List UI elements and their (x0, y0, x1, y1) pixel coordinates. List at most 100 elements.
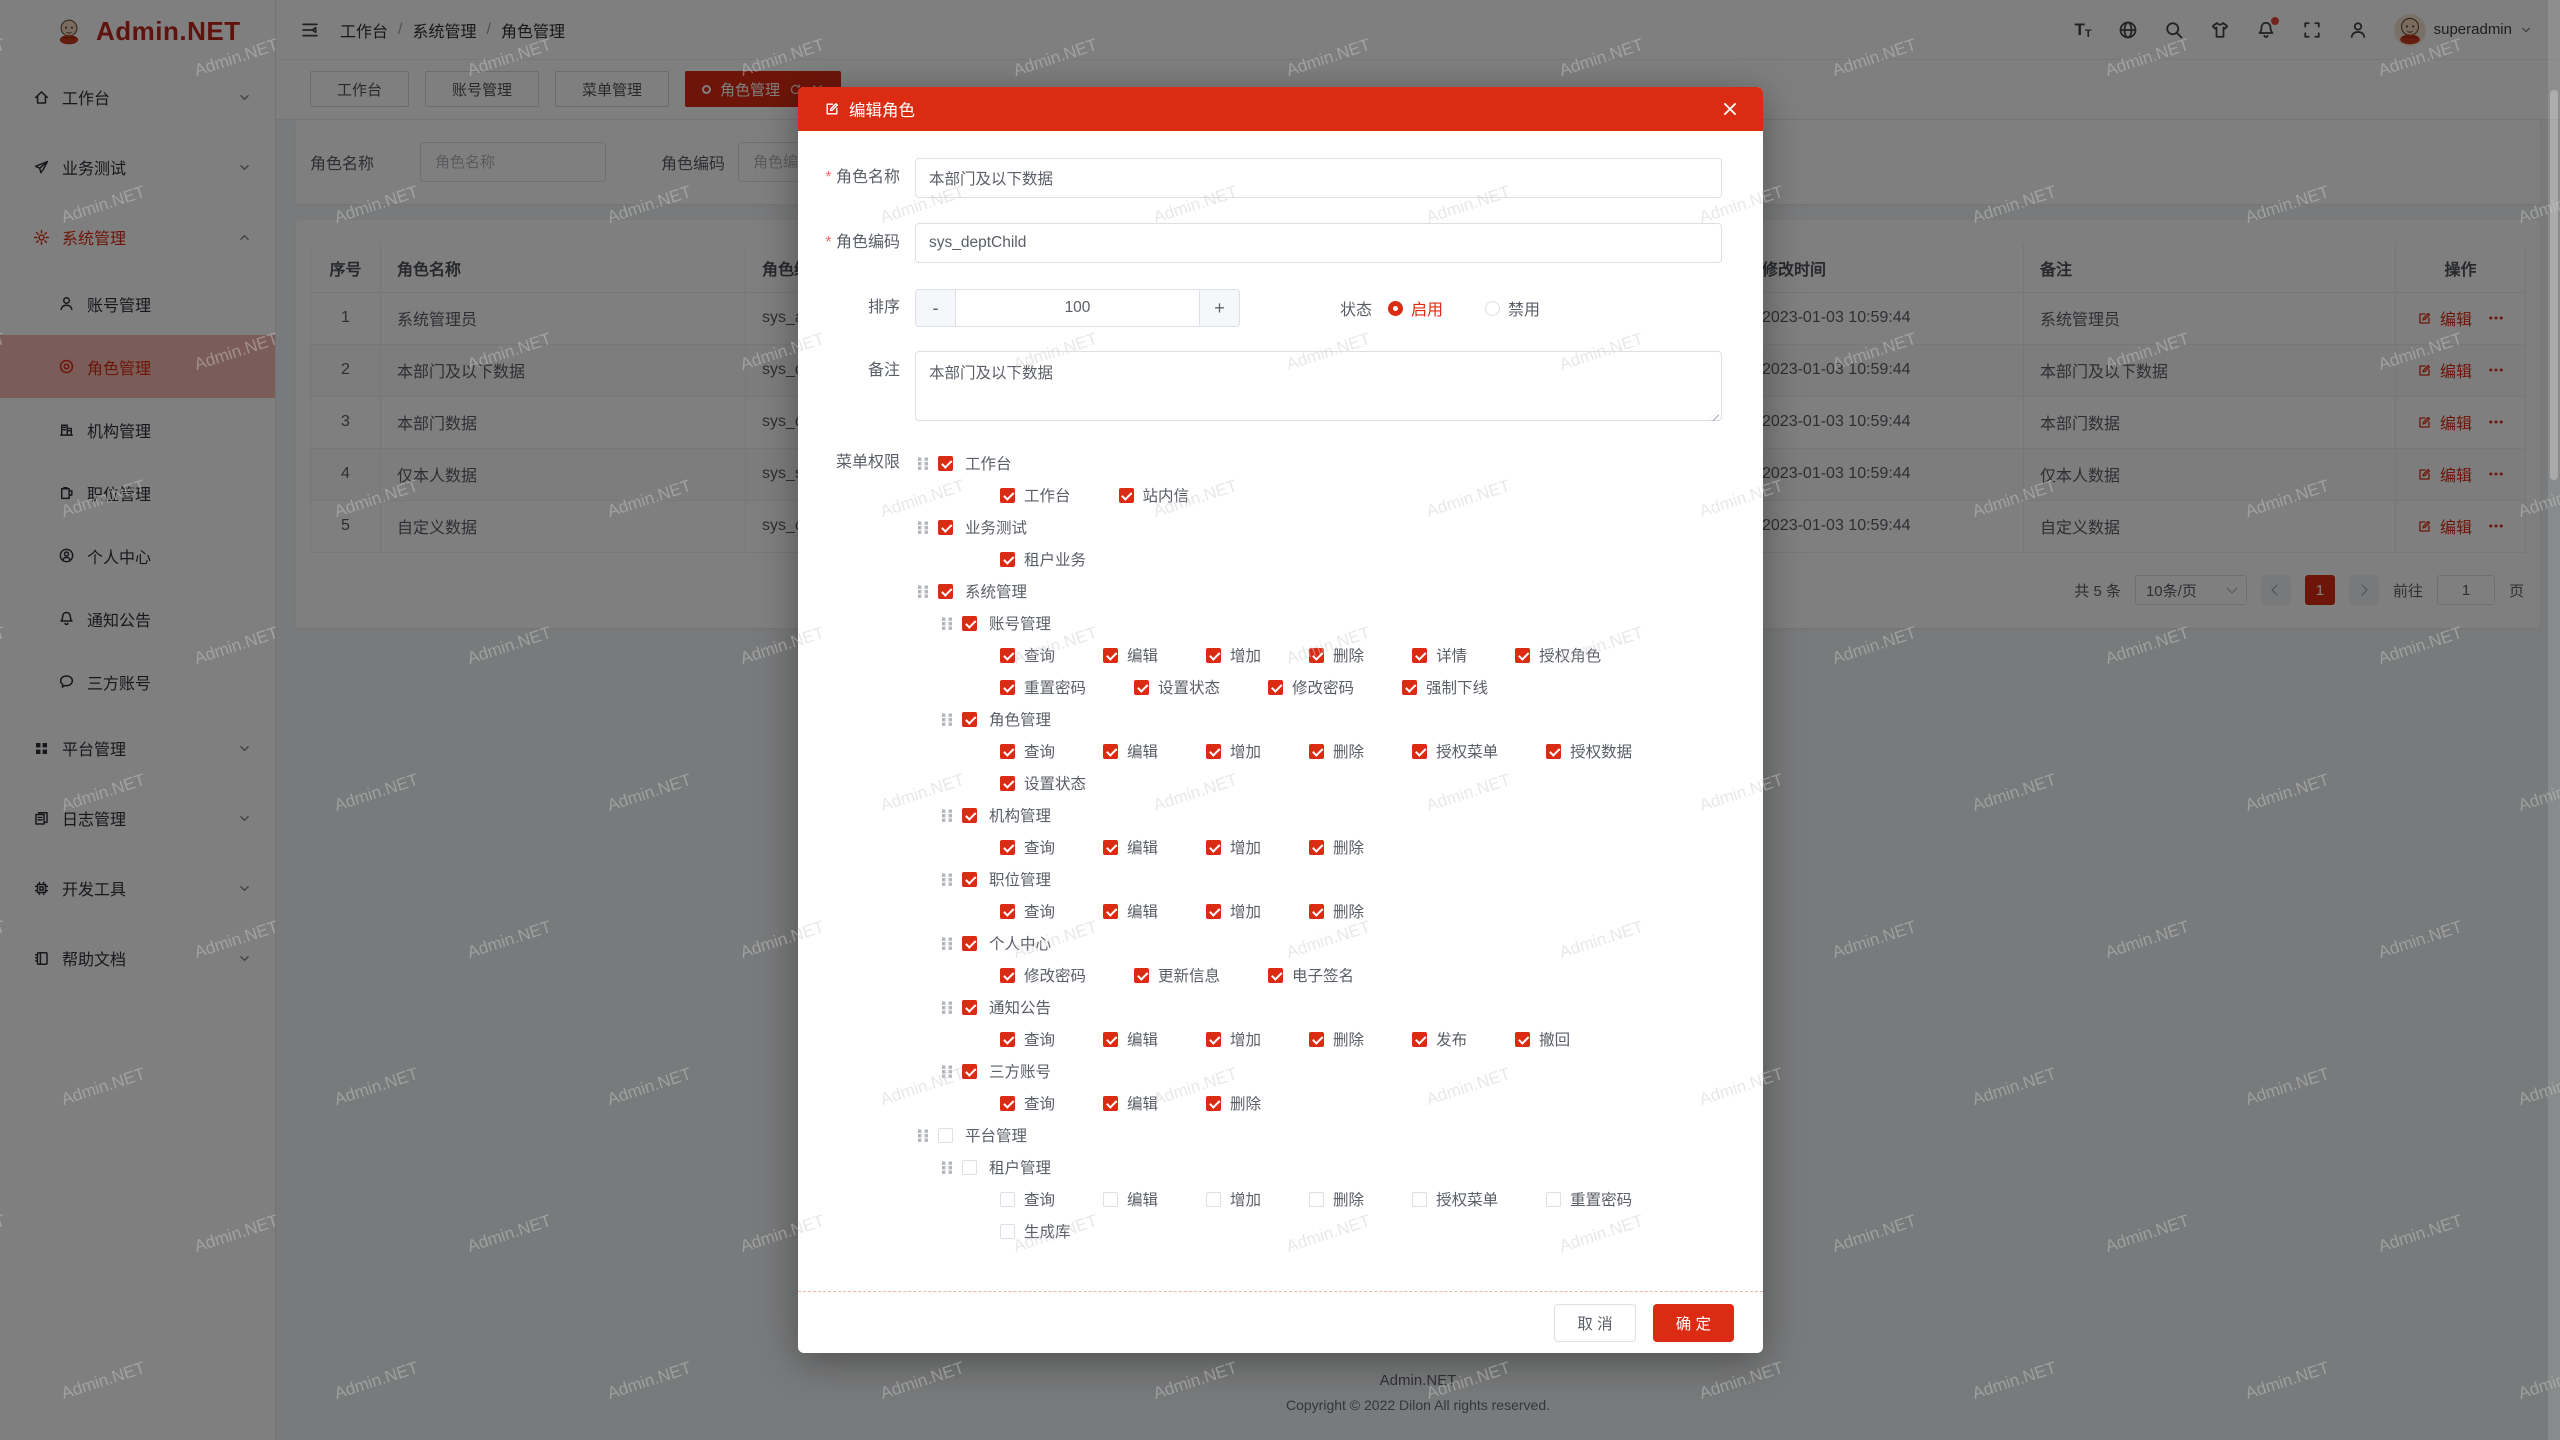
status-enabled-radio[interactable]: 启用 (1388, 296, 1443, 320)
tree-leaf-row: 查询 编辑 增加 删除 发布 撤回 (915, 1023, 1735, 1055)
tree-checkbox[interactable] (1103, 903, 1119, 919)
sort-value[interactable]: 100 (1064, 299, 1091, 316)
tree-checkbox[interactable] (1103, 743, 1119, 759)
tree-checkbox[interactable] (1134, 679, 1150, 695)
tree-checkbox[interactable] (1000, 743, 1015, 759)
drag-handle-icon[interactable] (940, 1000, 954, 1015)
tree-checkbox[interactable] (1412, 1191, 1428, 1207)
drag-handle-icon[interactable] (940, 872, 954, 887)
tree-leaf: 设置状态 (1000, 772, 1086, 794)
tree-checkbox[interactable] (962, 807, 977, 823)
tree-checkbox[interactable] (1412, 1031, 1428, 1047)
tree-checkbox[interactable] (1000, 1191, 1015, 1207)
tree-checkbox[interactable] (1309, 743, 1325, 759)
tree-checkbox[interactable] (1000, 1223, 1015, 1239)
tree-checkbox[interactable] (1309, 1031, 1325, 1047)
tree-checkbox[interactable] (1103, 1095, 1119, 1111)
tree-checkbox[interactable] (1268, 967, 1284, 983)
dialog-footer: 取 消 确 定 (798, 1292, 1763, 1353)
tree-checkbox[interactable] (1103, 1191, 1119, 1207)
scrollbar-thumb[interactable] (2550, 90, 2558, 480)
tree-checkbox[interactable] (1103, 647, 1119, 663)
tree-checkbox[interactable] (1206, 903, 1222, 919)
tree-checkbox[interactable] (1206, 1031, 1222, 1047)
tree-checkbox[interactable] (962, 999, 977, 1015)
tree-checkbox[interactable] (962, 1159, 977, 1175)
close-icon[interactable] (1721, 100, 1739, 118)
tree-checkbox[interactable] (1000, 1095, 1015, 1111)
remark-textarea[interactable]: 本部门及以下数据 (915, 351, 1722, 421)
drag-handle-icon[interactable] (940, 616, 954, 631)
tree-node: 三方账号 (915, 1055, 1735, 1087)
tree-checkbox[interactable] (1515, 1031, 1531, 1047)
tree-checkbox[interactable] (1546, 743, 1562, 759)
tree-checkbox[interactable] (1206, 1191, 1222, 1207)
tree-checkbox[interactable] (1000, 647, 1015, 663)
tree-checkbox[interactable] (1546, 1191, 1562, 1207)
tree-leaf: 增加 (1206, 1188, 1261, 1210)
tree-checkbox[interactable] (1309, 839, 1325, 855)
tree-checkbox[interactable] (1268, 679, 1284, 695)
tree-checkbox[interactable] (1134, 967, 1150, 983)
tree-checkbox[interactable] (1309, 903, 1325, 919)
tree-checkbox[interactable] (1000, 679, 1015, 695)
tree-checkbox[interactable] (1000, 487, 1015, 503)
tree-checkbox[interactable] (1206, 1095, 1222, 1111)
tree-leaf-row: 工作台 站内信 (915, 479, 1735, 511)
drag-handle-icon[interactable] (916, 456, 930, 471)
tree-leaf: 更新信息 (1134, 964, 1220, 986)
cancel-button[interactable]: 取 消 (1554, 1303, 1636, 1342)
drag-handle-icon[interactable] (940, 712, 954, 727)
tree-checkbox[interactable] (962, 711, 977, 727)
tree-checkbox[interactable] (938, 455, 953, 471)
tree-checkbox[interactable] (1309, 1191, 1325, 1207)
tree-checkbox[interactable] (1103, 839, 1119, 855)
role-code-label: 角色编码 (798, 223, 915, 263)
drag-handle-icon[interactable] (940, 936, 954, 951)
tree-checkbox[interactable] (1000, 903, 1015, 919)
tree-leaf: 编辑 (1103, 1028, 1158, 1050)
tree-checkbox[interactable] (1206, 647, 1222, 663)
tree-checkbox[interactable] (1000, 775, 1015, 791)
tree-leaf-row: 租户业务 (915, 543, 1735, 575)
tree-leaf-row: 查询 编辑 删除 (915, 1087, 1735, 1119)
drag-handle-icon[interactable] (940, 1160, 954, 1175)
stepper-plus-button[interactable]: + (1199, 290, 1239, 326)
tree-checkbox[interactable] (1103, 1031, 1119, 1047)
stepper-minus-button[interactable]: - (916, 290, 956, 326)
tree-checkbox[interactable] (1118, 487, 1134, 503)
role-code-input[interactable] (915, 223, 1722, 263)
drag-handle-icon[interactable] (916, 1128, 930, 1143)
drag-handle-icon[interactable] (916, 520, 930, 535)
tree-checkbox[interactable] (1412, 647, 1428, 663)
remark-label: 备注 (867, 362, 900, 379)
tree-checkbox[interactable] (938, 1127, 953, 1143)
drag-handle-icon[interactable] (940, 808, 954, 823)
tree-checkbox[interactable] (962, 871, 977, 887)
tree-checkbox[interactable] (1000, 839, 1015, 855)
tree-checkbox[interactable] (962, 615, 977, 631)
resize-grip-icon[interactable] (1708, 410, 1719, 421)
drag-handle-icon[interactable] (940, 1064, 954, 1079)
tree-checkbox[interactable] (1000, 551, 1015, 567)
tree-checkbox[interactable] (962, 1063, 977, 1079)
tree-checkbox[interactable] (1206, 839, 1222, 855)
role-name-input[interactable] (915, 158, 1722, 198)
tree-checkbox[interactable] (1402, 679, 1418, 695)
tree-checkbox[interactable] (938, 519, 953, 535)
tree-leaf: 增加 (1206, 1028, 1261, 1050)
tree-checkbox[interactable] (1000, 1031, 1015, 1047)
tree-checkbox[interactable] (962, 935, 977, 951)
tree-checkbox[interactable] (1206, 743, 1222, 759)
confirm-button[interactable]: 确 定 (1652, 1303, 1734, 1342)
tree-checkbox[interactable] (1000, 967, 1015, 983)
tree-checkbox[interactable] (1515, 647, 1531, 663)
status-disabled-radio[interactable]: 禁用 (1485, 296, 1540, 320)
tree-checkbox[interactable] (1412, 743, 1428, 759)
drag-handle-icon[interactable] (916, 584, 930, 599)
sort-label: 排序 (867, 299, 900, 316)
scrollbar[interactable] (2548, 0, 2560, 1440)
tree-checkbox[interactable] (1309, 647, 1325, 663)
tree-checkbox[interactable] (938, 583, 953, 599)
